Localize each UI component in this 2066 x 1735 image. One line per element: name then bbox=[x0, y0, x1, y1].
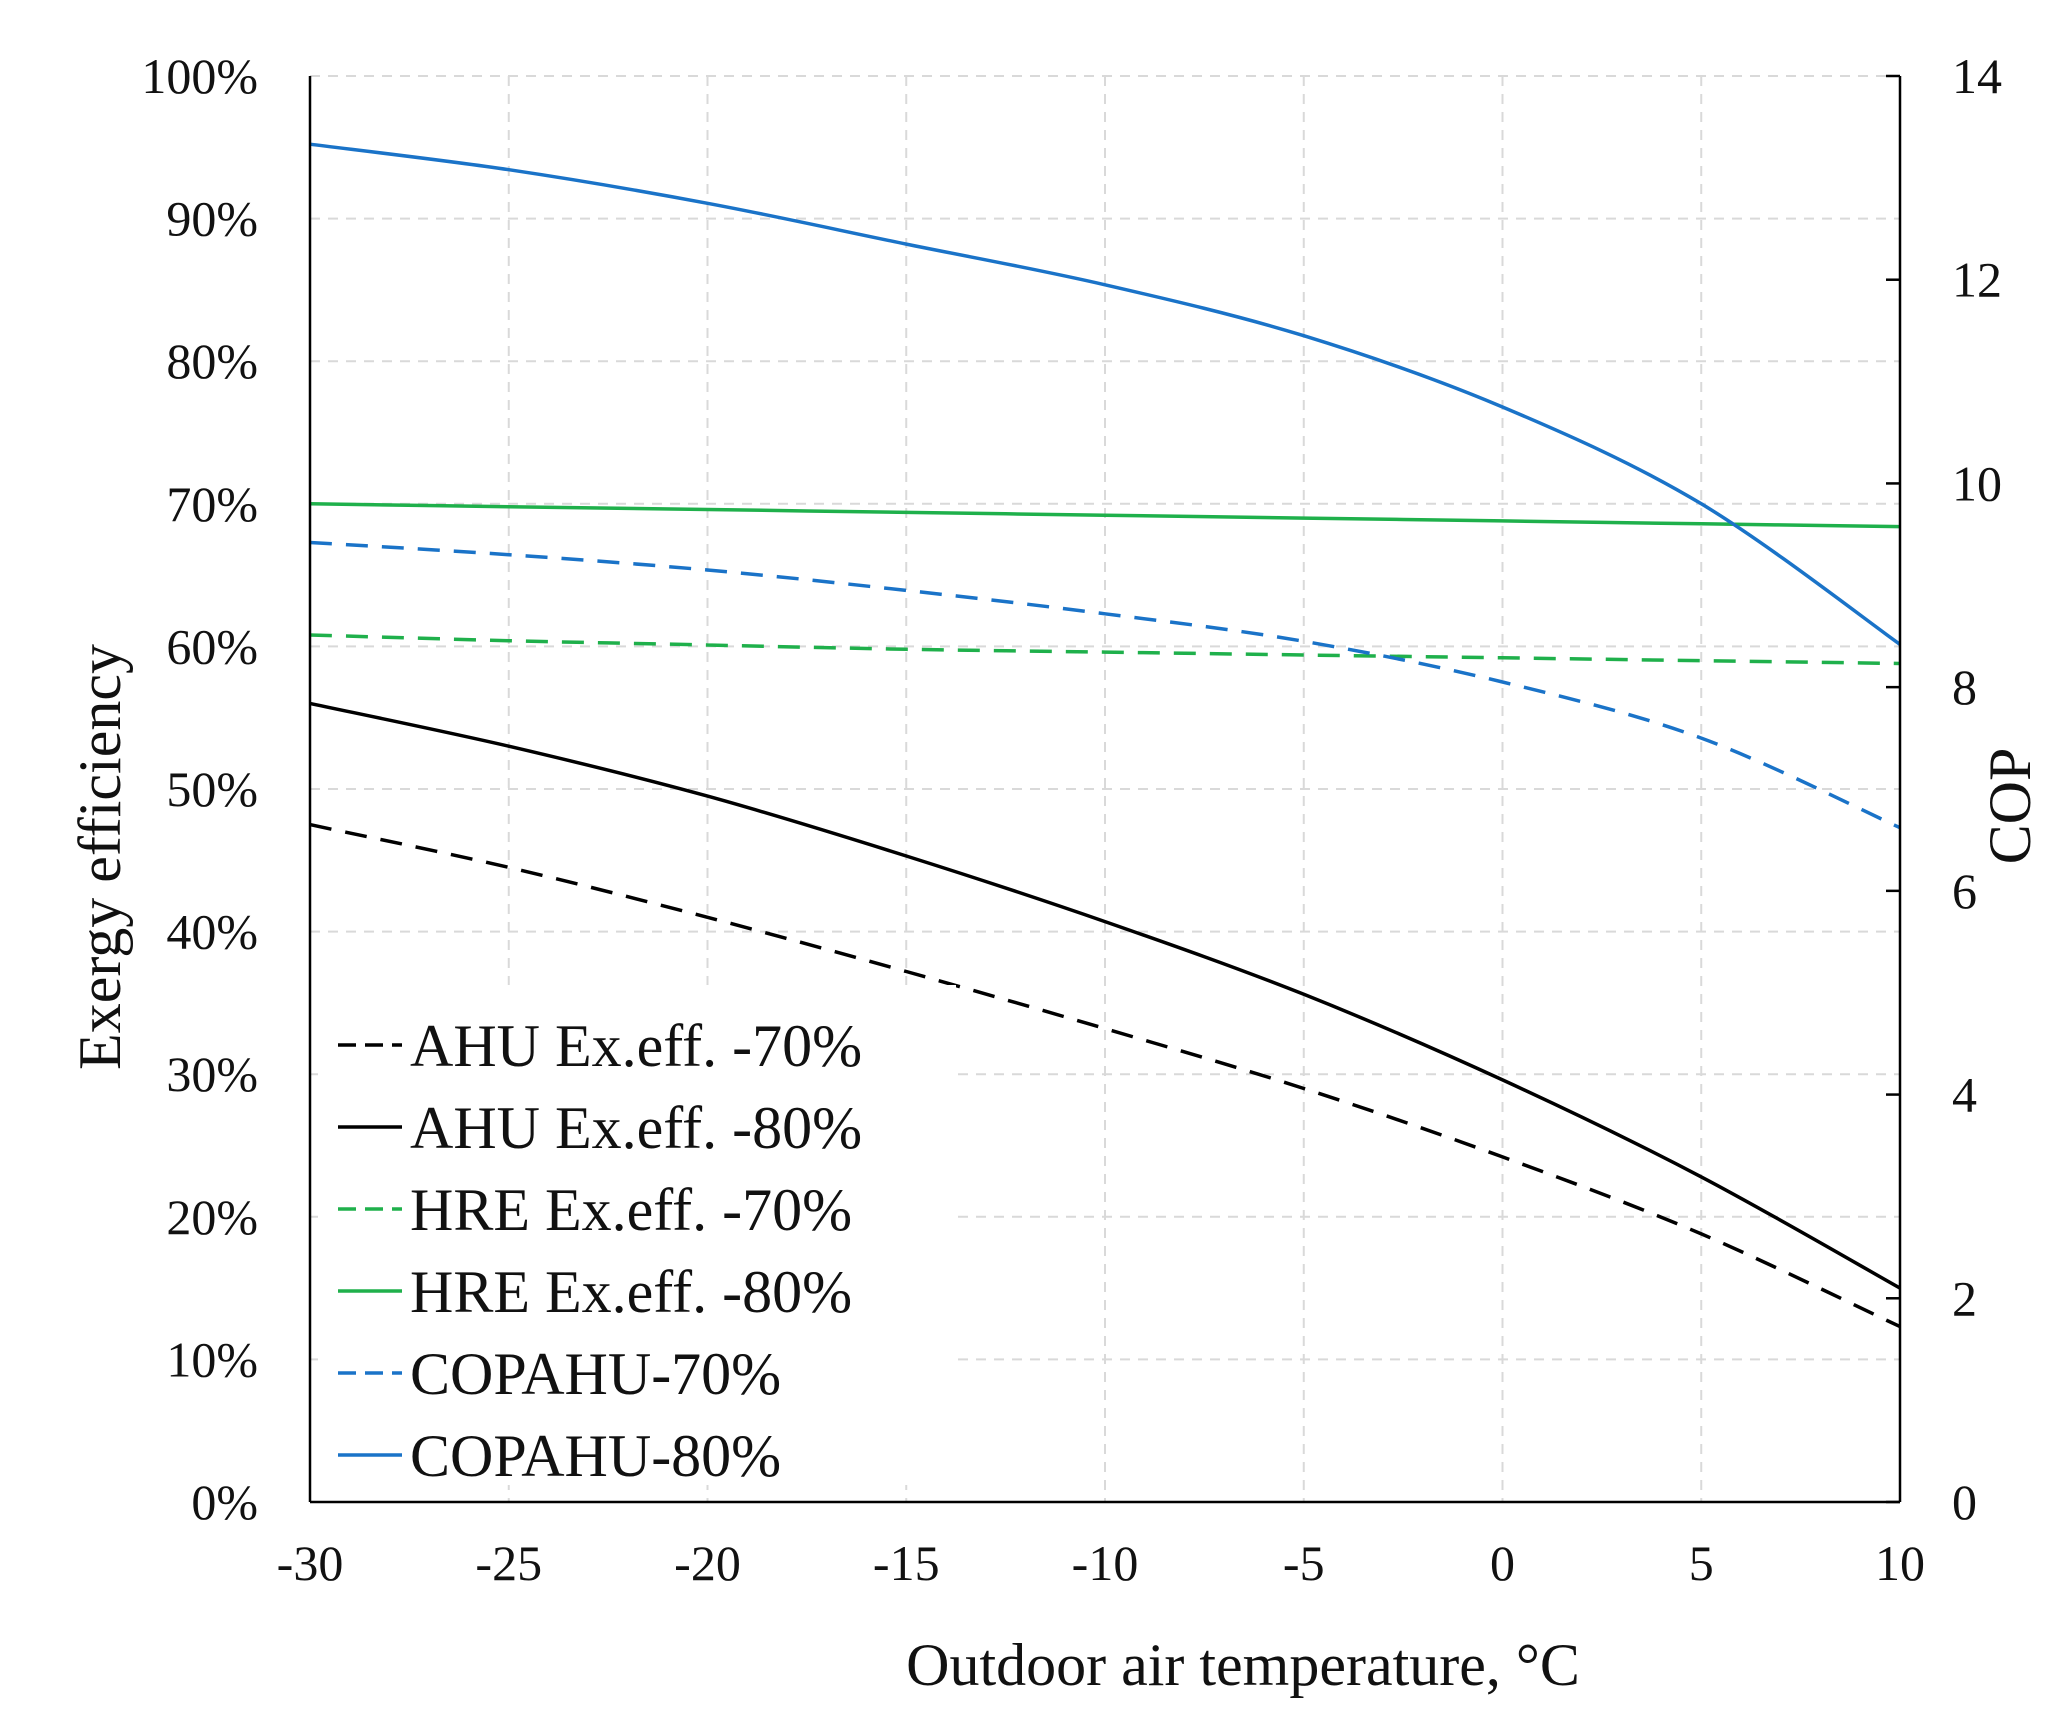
y-right-axis-title: COP bbox=[1977, 748, 2043, 865]
y-right-tick-label: 14 bbox=[1952, 48, 2002, 104]
legend-label: HRE Ex.eff. -80% bbox=[410, 1259, 852, 1325]
x-tick-label: 5 bbox=[1689, 1535, 1714, 1591]
series-line-2 bbox=[309, 701, 1901, 1290]
y-left-tick-label: 0% bbox=[191, 1474, 258, 1530]
gridlines bbox=[310, 75, 1900, 1502]
tick-labels: -30 -25 -20 -15 -10 -5 0 5 100%10%20%30%40%50%60… bbox=[141, 48, 2002, 1591]
axes bbox=[308, 74, 1902, 1504]
series-line-6 bbox=[309, 142, 1902, 646]
y-right-tick-label: 8 bbox=[1952, 659, 1977, 715]
series-layer bbox=[309, 142, 1902, 1329]
y-left-tick-label: 20% bbox=[166, 1189, 258, 1245]
legend-label: AHU Ex.eff. -80% bbox=[410, 1095, 862, 1161]
y-left-tick-label: 60% bbox=[166, 618, 258, 674]
series-line-5 bbox=[309, 540, 1901, 830]
x-tick-label: 10 bbox=[1875, 1535, 1925, 1591]
x-tick-label: -30 bbox=[277, 1535, 344, 1591]
y-left-tick-label: 80% bbox=[166, 333, 258, 389]
y-left-tick-label: 30% bbox=[166, 1046, 258, 1102]
y-left-tick-label: 10% bbox=[166, 1331, 258, 1387]
y-right-tick-label: 2 bbox=[1952, 1270, 1977, 1326]
legend-label: AHU Ex.eff. -70% bbox=[410, 1013, 862, 1079]
legend-label: COPAHU-70% bbox=[410, 1341, 781, 1407]
y-right-tick-label: 12 bbox=[1952, 252, 2002, 308]
y-left-tick-label: 40% bbox=[166, 904, 258, 960]
y-left-tick-label: 70% bbox=[166, 476, 258, 532]
x-tick-label: -20 bbox=[674, 1535, 741, 1591]
series-line-1 bbox=[309, 822, 1901, 1329]
legend-label: HRE Ex.eff. -70% bbox=[410, 1177, 852, 1243]
y-left-tick-label: 50% bbox=[166, 761, 258, 817]
y-right-tick-label: 4 bbox=[1952, 1067, 1977, 1123]
y-left-tick-label: 90% bbox=[166, 191, 258, 247]
legend-label: COPAHU-80% bbox=[410, 1423, 781, 1489]
series-line-4 bbox=[309, 502, 1901, 529]
x-tick-label: 0 bbox=[1490, 1535, 1515, 1591]
x-axis-title: Outdoor air temperature, °C bbox=[906, 1632, 1580, 1698]
y-left-tick-label: 100% bbox=[141, 48, 258, 104]
y-right-tick-label: 10 bbox=[1952, 455, 2002, 511]
y-left-axis-title: Exergy efficiency bbox=[67, 644, 133, 1070]
series-line-3 bbox=[309, 633, 1901, 666]
y-right-tick-label: 0 bbox=[1952, 1474, 1977, 1530]
x-tick-label: -15 bbox=[873, 1535, 940, 1591]
y-right-tick-label: 6 bbox=[1952, 863, 1977, 919]
x-tick-label: -10 bbox=[1072, 1535, 1139, 1591]
legend: AHU Ex.eff. -70% AHU Ex.eff. -80% HRE Ex.e… bbox=[318, 985, 956, 1489]
x-tick-label: -25 bbox=[475, 1535, 542, 1591]
legend-background bbox=[318, 985, 956, 1485]
x-tick-label: -5 bbox=[1283, 1535, 1325, 1591]
